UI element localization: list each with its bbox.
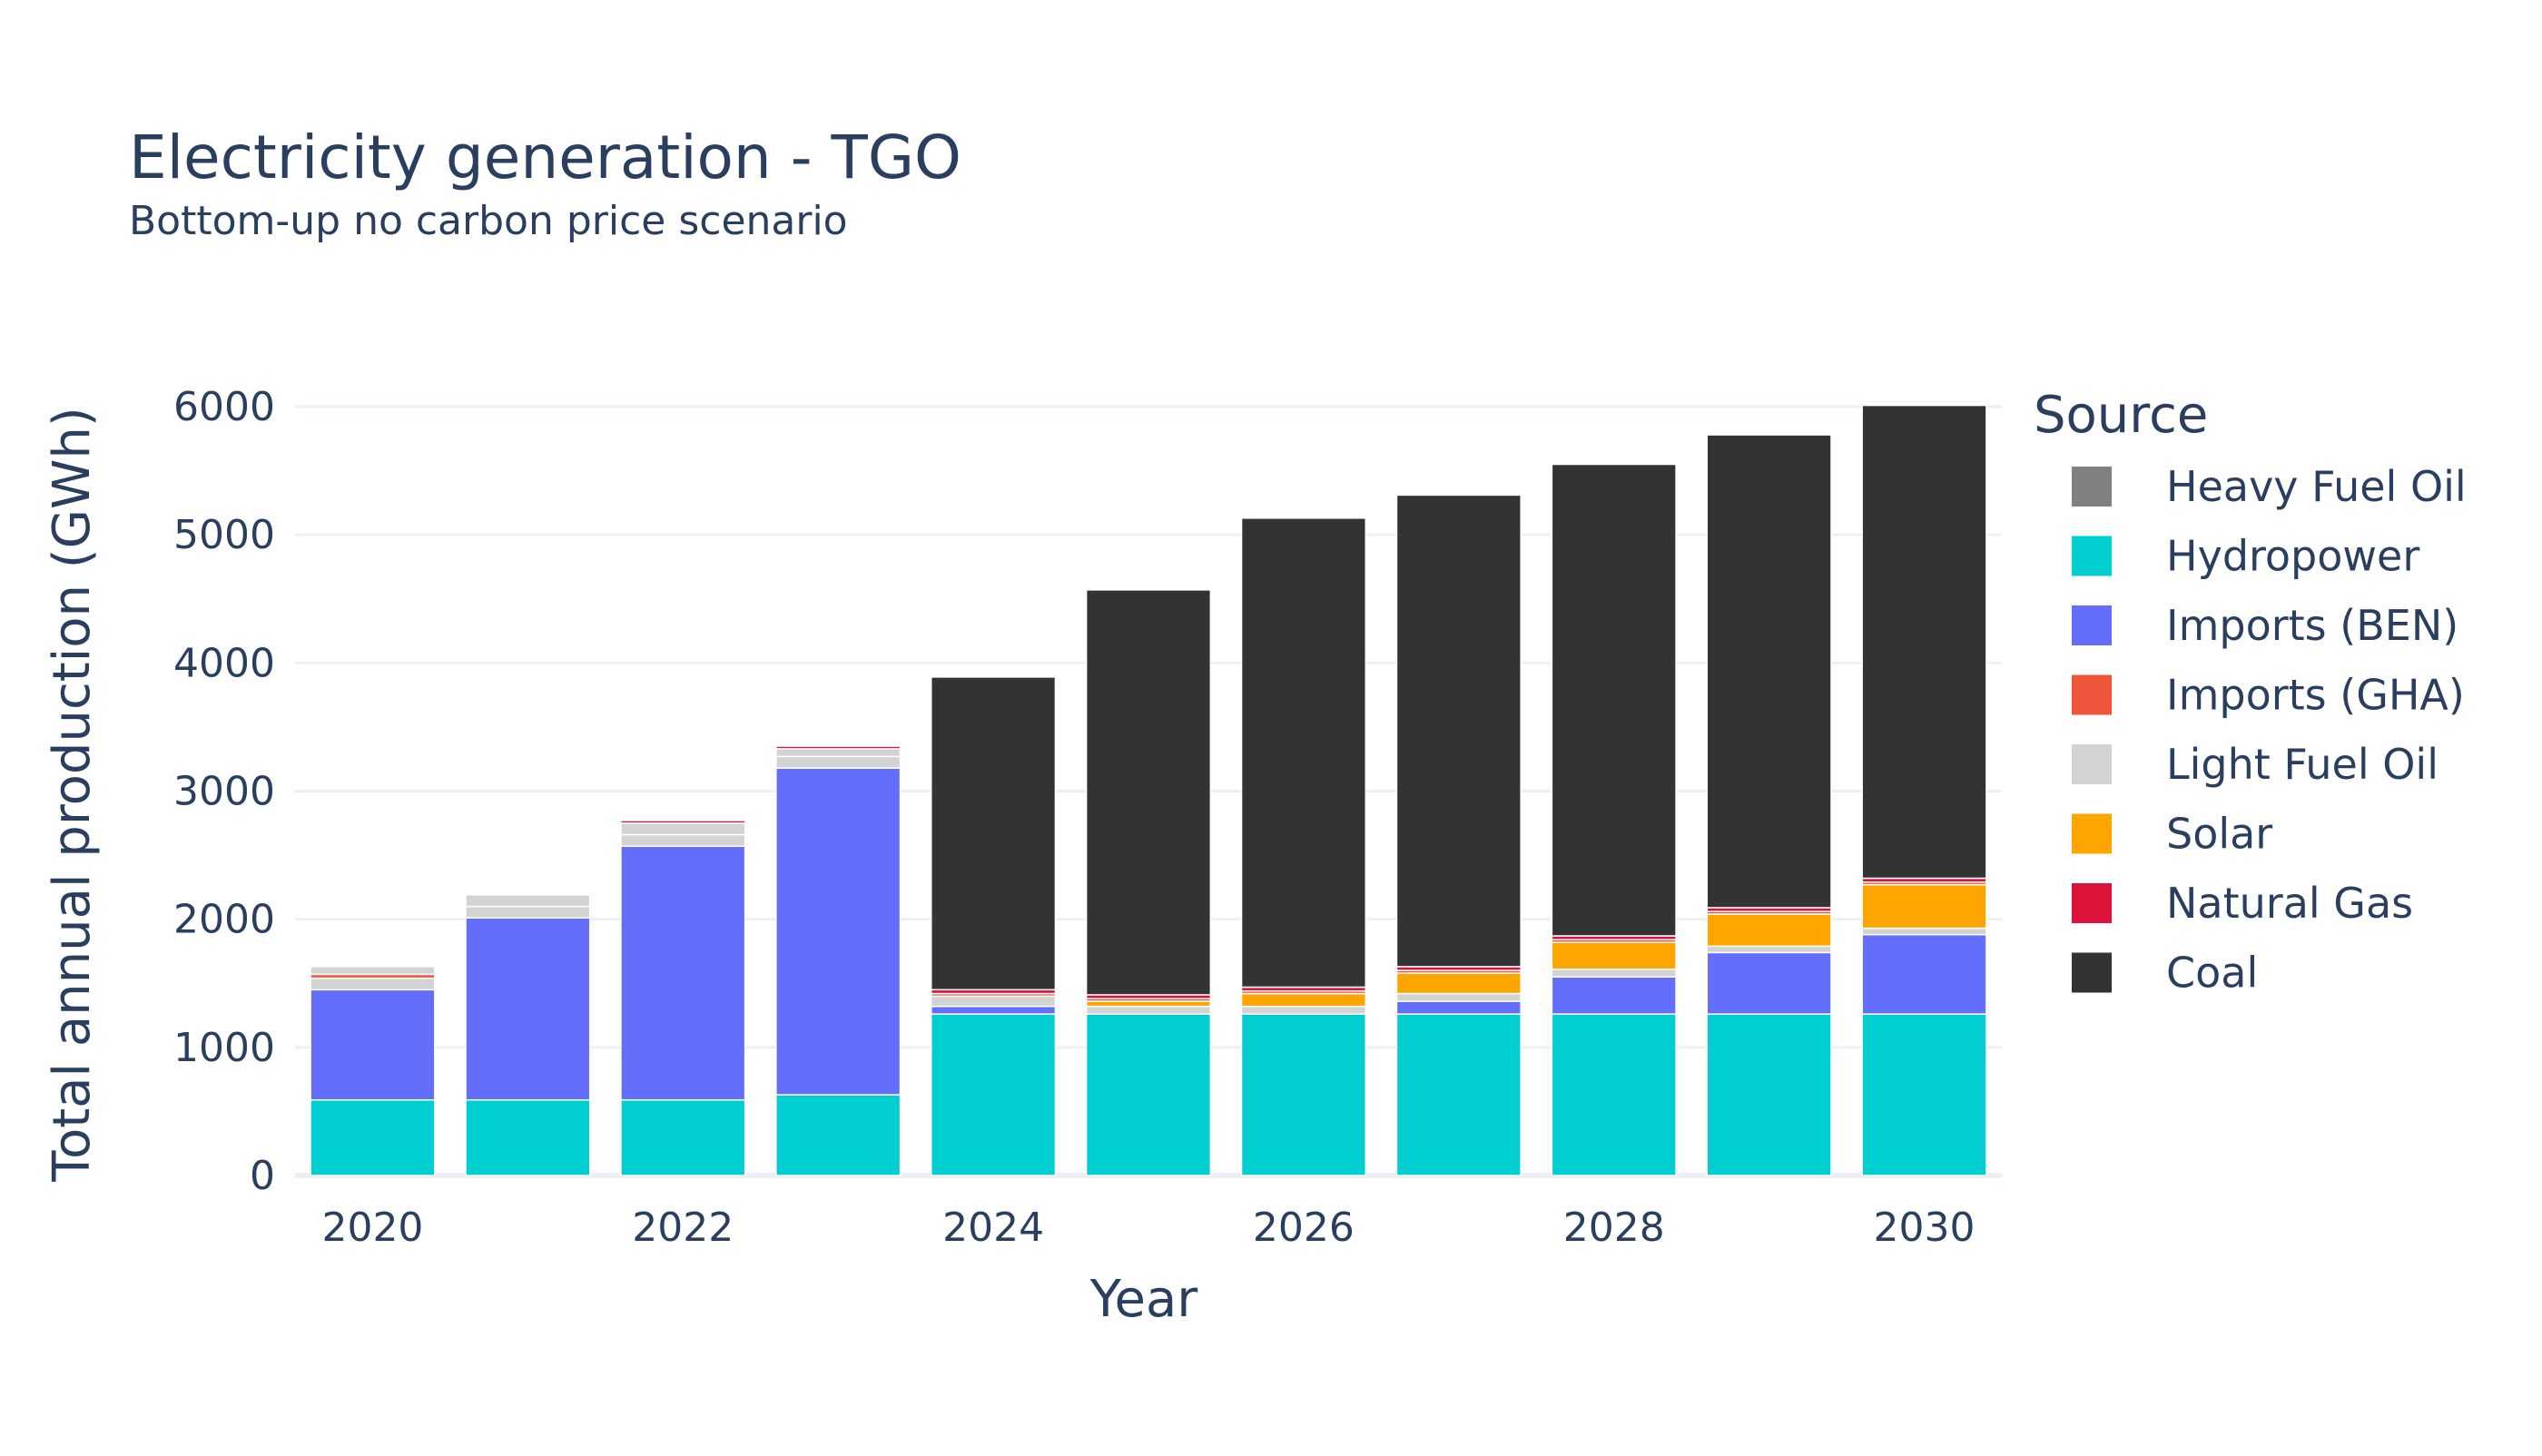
x-axis-label: Year	[1089, 1270, 1199, 1329]
legend-swatch[interactable]	[2072, 674, 2112, 715]
bar-segment	[1706, 951, 1832, 1015]
x-axis-ticks: 2020 2022 2024 2026 2028 2030	[321, 1205, 1975, 1251]
legend-item-label[interactable]: Light Fuel Oil	[2166, 740, 2439, 789]
bar-segment	[1085, 1000, 1212, 1008]
bar-segment	[1706, 434, 1832, 909]
y-tick-label: 1000	[173, 1025, 275, 1071]
bar-segment	[930, 676, 1057, 991]
y-axis-label: Total annual production (GWh)	[43, 407, 102, 1183]
bar-segment	[465, 905, 591, 920]
bar-segment	[1240, 517, 1367, 989]
bar-segment	[775, 745, 902, 750]
bar-segment	[620, 822, 746, 836]
bar-segment	[775, 748, 902, 758]
bar-segment	[620, 820, 746, 824]
legend-swatch[interactable]	[2072, 536, 2112, 576]
y-axis-ticks: 0 1000 2000 3000 4000 5000 6000	[173, 384, 275, 1199]
legend-swatch[interactable]	[2072, 952, 2112, 993]
bar-segment	[310, 989, 436, 1101]
x-tick-label: 2030	[1874, 1205, 1975, 1251]
legend-swatch[interactable]	[2072, 467, 2112, 507]
bar-segment	[1395, 1000, 1522, 1015]
bar-segment	[620, 845, 746, 1101]
legend: Source Heavy Fuel Oil Hydropower Imports (…	[2034, 386, 2467, 998]
bar-segment	[1085, 589, 1212, 996]
bar-segment	[620, 1098, 746, 1176]
y-tick-label: 4000	[173, 640, 275, 686]
bar-segment	[1861, 927, 1987, 936]
bar-segment	[930, 1005, 1057, 1015]
bar-segment	[775, 767, 902, 1096]
bar-segment	[310, 1098, 436, 1176]
x-tick-label: 2020	[321, 1205, 423, 1251]
y-tick-label: 5000	[173, 512, 275, 558]
bar-segment	[1861, 933, 1987, 1015]
bar-segment	[1706, 945, 1832, 954]
legend-swatch[interactable]	[2072, 744, 2112, 784]
bar-segment	[620, 833, 746, 847]
bar-segment	[930, 995, 1057, 1008]
bar-segment	[310, 977, 436, 991]
legend-item-label[interactable]: Hydropower	[2166, 532, 2419, 581]
legend-item-label[interactable]: Imports (GHA)	[2166, 671, 2465, 720]
bar-segment	[1395, 992, 1522, 1002]
legend-item-label[interactable]: Solar	[2166, 810, 2272, 859]
legend-item-label[interactable]: Heavy Fuel Oil	[2166, 462, 2467, 511]
legend-swatch[interactable]	[2072, 813, 2112, 854]
legend-item-label[interactable]: Imports (BEN)	[2166, 601, 2458, 650]
x-tick-label: 2026	[1253, 1205, 1355, 1251]
bar-segment	[1240, 1013, 1367, 1176]
y-tick-label: 3000	[173, 769, 275, 815]
bar-segment	[465, 894, 591, 908]
bar-segment	[1551, 976, 1677, 1015]
bar-segment	[465, 917, 591, 1101]
legend-swatch[interactable]	[2072, 605, 2112, 645]
bar-segment	[465, 1098, 591, 1176]
bar-segment	[1551, 1013, 1677, 1176]
bar-segment	[930, 1013, 1057, 1176]
x-tick-label: 2028	[1563, 1205, 1665, 1251]
bar-segment	[1085, 1013, 1212, 1176]
bar-segment	[1861, 883, 1987, 930]
bar-segment	[1395, 972, 1522, 995]
bar-segment	[775, 1094, 902, 1176]
chart-subtitle: Bottom-up no carbon price scenario	[129, 198, 848, 244]
bars	[310, 404, 1987, 1176]
legend-title: Source	[2034, 386, 2208, 445]
bar-segment	[1240, 1005, 1367, 1015]
bar-segment	[310, 966, 436, 976]
legend-item-label[interactable]: Natural Gas	[2166, 879, 2413, 928]
legend-item-label[interactable]: Coal	[2166, 949, 2258, 998]
y-tick-label: 6000	[173, 384, 275, 430]
y-tick-label: 0	[250, 1153, 275, 1199]
bar-segment	[1551, 463, 1677, 937]
x-tick-label: 2022	[632, 1205, 734, 1251]
bar-segment	[1551, 941, 1677, 970]
x-tick-label: 2024	[942, 1205, 1044, 1251]
chart-title: Electricity generation - TGO	[129, 123, 961, 192]
bar-segment	[1861, 1013, 1987, 1176]
bar-segment	[775, 755, 902, 769]
y-tick-label: 2000	[173, 897, 275, 943]
bar-segment	[1551, 968, 1677, 978]
bar-segment	[1395, 1013, 1522, 1176]
bar-segment	[1240, 992, 1367, 1008]
bar-segment	[1085, 1005, 1212, 1015]
legend-swatch[interactable]	[2072, 883, 2112, 923]
bar-segment	[1706, 913, 1832, 948]
bar-segment	[1861, 404, 1987, 880]
bar-segment	[1395, 494, 1522, 968]
bar-segment	[1706, 1013, 1832, 1176]
